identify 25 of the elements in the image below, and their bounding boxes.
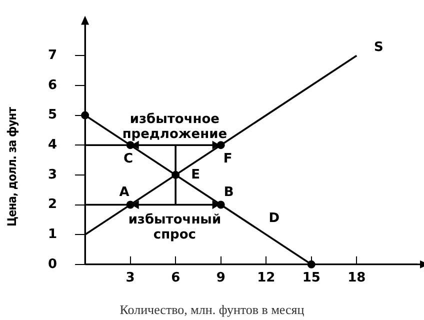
annotation: S [374,40,384,55]
annotation: B [224,185,234,200]
annotation: D [268,210,280,226]
annotation: A [119,185,130,200]
x-tick-label: 3 [126,270,135,286]
y-tick-label: 0 [48,256,58,272]
annotation: E [191,167,200,182]
x-tick-label: 9 [216,270,226,286]
annotation: избыточное предложение [122,112,228,142]
x-tick-label: 12 [257,270,276,286]
annotation: F [223,151,232,166]
y-tick-label: 7 [48,48,58,63]
y-tick-label: 4 [48,137,58,152]
x-tick-label: 6 [171,270,180,286]
y-tick-label: 1 [48,226,58,242]
y-tick-label: 6 [48,78,58,93]
y-tick-label: 3 [48,167,58,182]
x-tick-label: 15 [302,270,320,286]
y-axis-title: Цена, долл. за фунт [5,106,19,229]
y-tick-label: 5 [48,108,58,123]
y-tick-label: 2 [48,197,58,212]
annotation: избыточный спрос [128,212,222,242]
x-tick-label: 18 [348,270,366,286]
annotation: C [124,151,134,166]
x-axis-title: Количество, млн. фунтов в месяц [118,302,306,318]
